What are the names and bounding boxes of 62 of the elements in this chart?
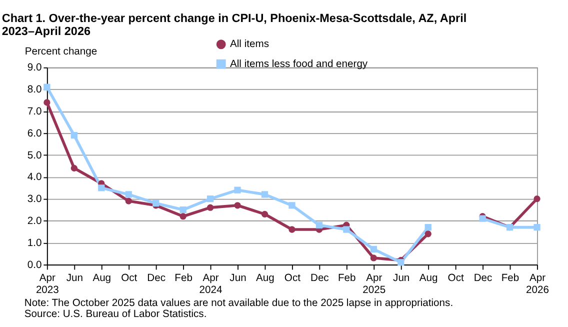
legend-label: All items less food and energy: [230, 58, 368, 70]
point: [343, 226, 350, 233]
x-tick-label: Dec: [474, 272, 492, 284]
x-tick-label: Apr 2026: [526, 272, 550, 296]
point: [534, 196, 540, 202]
y-tick-label: 9.0: [27, 62, 42, 74]
point: [424, 224, 432, 231]
y-tick-label: 0.0: [27, 260, 42, 271]
x-tick-label: Jun: [393, 272, 410, 284]
y-tick-label: 2.0: [27, 216, 42, 228]
x-tick-label: Jun: [230, 272, 247, 284]
x-tick-label: Dec: [310, 272, 329, 284]
x-tick-label: Jun: [66, 272, 84, 284]
point: [370, 254, 377, 262]
x-tick-label: Dec: [147, 272, 166, 284]
point: [370, 246, 377, 253]
x-tick-label: Oct: [284, 272, 301, 284]
point: [180, 206, 186, 214]
point: [125, 191, 132, 198]
point: [261, 210, 268, 218]
point: [234, 202, 241, 209]
text: Note: The October 2025 data values are not available due to the 2025 lapse in appropriations.: [24, 298, 454, 309]
x-tick-label: Oct: [121, 272, 138, 284]
point: [234, 186, 241, 194]
x-tick-label: Feb: [501, 272, 520, 284]
x-tick-label: Aug: [92, 272, 112, 284]
y-tick-label: 7.0: [27, 106, 42, 118]
point: [125, 198, 132, 204]
point: [44, 84, 50, 90]
point: [44, 99, 50, 106]
x-tick-label: Aug: [256, 272, 275, 284]
x-tick-label: Feb: [174, 272, 193, 284]
x-tick-label: Aug: [419, 272, 438, 284]
point: [534, 224, 540, 231]
point: [206, 204, 214, 211]
point: [288, 202, 296, 209]
point: [70, 164, 78, 172]
y-tick-label: 6.0: [27, 128, 42, 140]
x-tick-label: Oct: [448, 272, 464, 284]
y-axis-title: Percent change: [24, 46, 98, 58]
point: [180, 213, 186, 220]
point: [316, 222, 323, 228]
y-tick-label: 5.0: [27, 150, 42, 162]
point: [152, 200, 160, 207]
x-tick-label: Feb: [338, 272, 356, 284]
y-tick-label: 8.0: [27, 84, 42, 96]
point: [98, 184, 105, 192]
source-note: Source: U.S. Bureau of Labor Statistics.: [24, 309, 207, 320]
point: [206, 196, 214, 202]
point: [424, 230, 432, 238]
y-tick-label: 3.0: [27, 194, 42, 206]
point: [288, 226, 296, 233]
x-tick-label: Apr 2023: [36, 272, 60, 296]
point: [261, 191, 268, 198]
chart-title: Chart 1. Over-the-year percent change in CPI-U, Phoenix-Mesa-Scottsdale, AZ, April 2023–April 2026: [2, 12, 467, 38]
point: [70, 132, 78, 139]
x-tick-label: Apr 2024: [199, 272, 222, 296]
legend-label: All items: [230, 39, 269, 50]
x-tick-label: Apr 2025: [362, 272, 386, 296]
y-tick-label: 1.0: [27, 238, 42, 249]
point: [398, 259, 404, 266]
y-tick-label: 4.0: [27, 172, 42, 184]
